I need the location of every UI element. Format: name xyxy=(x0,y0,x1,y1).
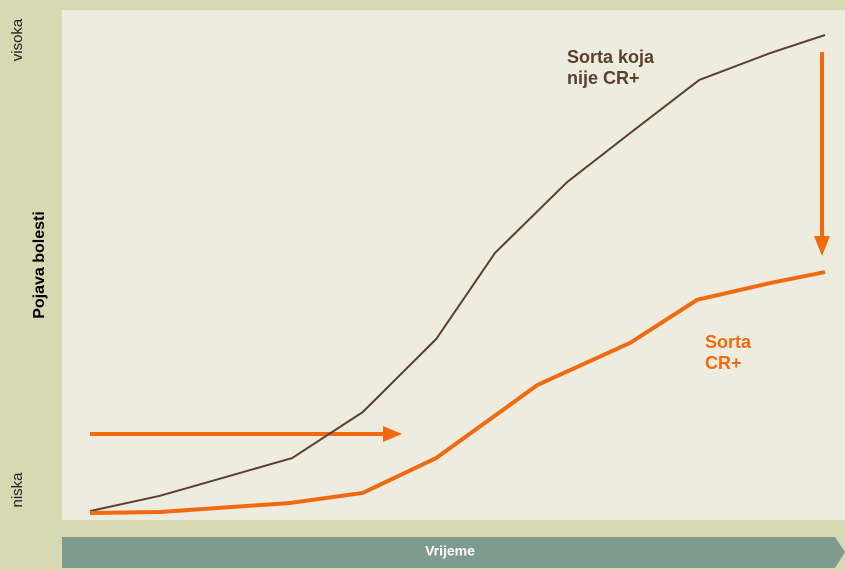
x-axis-label: Vrijeme xyxy=(425,543,475,559)
arrow-head xyxy=(383,426,402,442)
series-label: nije CR+ xyxy=(567,68,640,88)
series-label: Sorta koja xyxy=(567,47,655,67)
arrows xyxy=(90,52,830,442)
line xyxy=(89,34,826,513)
arrow-head xyxy=(814,236,830,256)
series-label: Sorta xyxy=(705,332,752,352)
y-tick-label: niska xyxy=(9,472,26,508)
y-tick-label: visoka xyxy=(9,18,26,61)
line xyxy=(89,270,826,515)
y-axis-label: Pojava bolesti xyxy=(31,211,48,319)
series-label: CR+ xyxy=(705,353,742,373)
x-axis-band xyxy=(62,537,845,568)
